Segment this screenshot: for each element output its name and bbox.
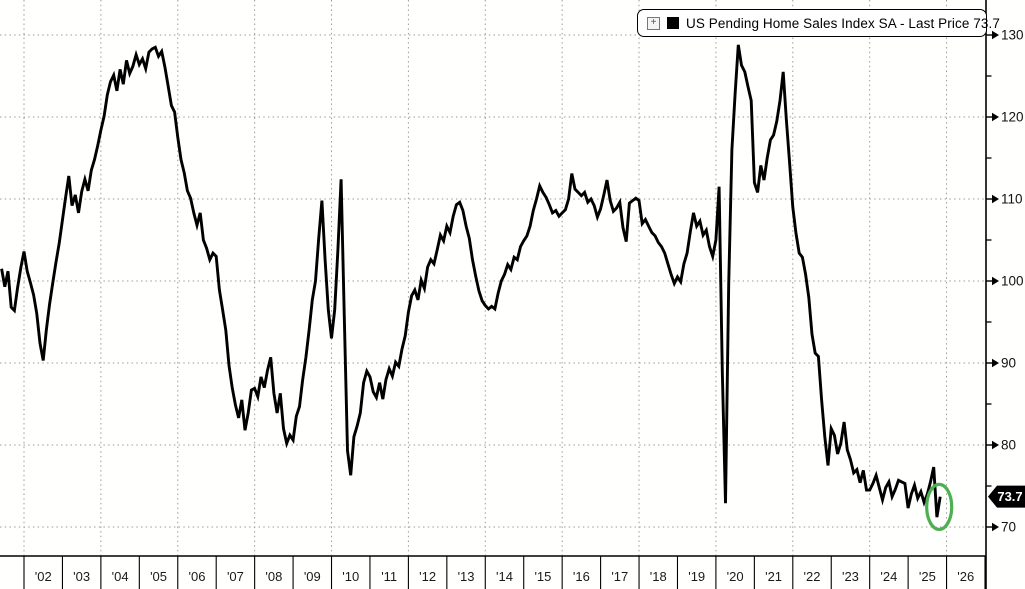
x-axis-year-label: '15: [534, 569, 551, 584]
last-point-highlight-ellipse: [925, 482, 954, 531]
x-axis-year-label: '20: [727, 569, 744, 584]
y-axis-tick-arrow-icon: [992, 112, 999, 122]
x-axis-year-label: '17: [611, 569, 628, 584]
x-axis-year-label: '03: [73, 569, 90, 584]
x-axis-year-label: '06: [189, 569, 206, 584]
y-axis-tick-label: 120: [1001, 110, 1024, 125]
x-axis-year-label: '02: [35, 569, 52, 584]
y-axis-tick-label: 110: [1001, 192, 1023, 207]
legend-series-label: US Pending Home Sales Index SA - Last Pr…: [686, 15, 1000, 31]
legend-series-swatch: [667, 17, 679, 29]
chart-legend[interactable]: + US Pending Home Sales Index SA - Last …: [637, 9, 1000, 37]
x-axis-year-label: '22: [804, 569, 821, 584]
x-axis-year-label: '19: [688, 569, 705, 584]
x-axis-year-label: '18: [650, 569, 667, 584]
y-axis-tick-label: 70: [1001, 520, 1016, 535]
x-axis-year-label: '13: [458, 569, 475, 584]
x-axis-year-label: '05: [150, 569, 167, 584]
x-axis-year-label: '16: [573, 569, 590, 584]
last-price-badge-shape: [988, 485, 1025, 508]
x-axis-year-label: '24: [880, 569, 897, 584]
x-axis-year-label: '12: [419, 569, 436, 584]
legend-expand-icon[interactable]: +: [647, 16, 660, 30]
y-axis-tick-arrow-icon: [992, 30, 999, 40]
series-line-pending-home-sales: [0, 44, 942, 518]
last-price-badge: 73.7: [988, 485, 1025, 508]
x-axis-year-label: '07: [227, 569, 244, 584]
y-axis-tick-arrow-icon: [992, 358, 999, 368]
x-axis-year-label: '23: [842, 569, 859, 584]
y-axis-tick-label: 100: [1001, 274, 1024, 289]
x-axis-year-label: '08: [265, 569, 282, 584]
x-axis-year-label: '11: [381, 569, 397, 584]
y-axis-tick-label: 80: [1001, 438, 1016, 453]
y-axis-tick-label: 90: [1001, 356, 1016, 371]
y-axis-tick-arrow-icon: [992, 276, 999, 286]
x-axis-year-label: '14: [496, 569, 513, 584]
x-axis-year-label: '09: [304, 569, 321, 584]
x-axis-year-label: '26: [957, 569, 974, 584]
x-axis-year-label: '10: [342, 569, 359, 584]
x-axis-year-label: '25: [919, 569, 936, 584]
y-axis-tick-label: 130: [1001, 28, 1024, 43]
x-axis-year-label: '21: [765, 569, 782, 584]
y-axis-tick-arrow-icon: [992, 440, 999, 450]
y-axis-tick-arrow-icon: [992, 194, 999, 204]
y-axis-tick-arrow-icon: [992, 522, 999, 532]
x-axis-year-label: '04: [112, 569, 129, 584]
last-price-badge-value: 73.7: [997, 489, 1022, 504]
